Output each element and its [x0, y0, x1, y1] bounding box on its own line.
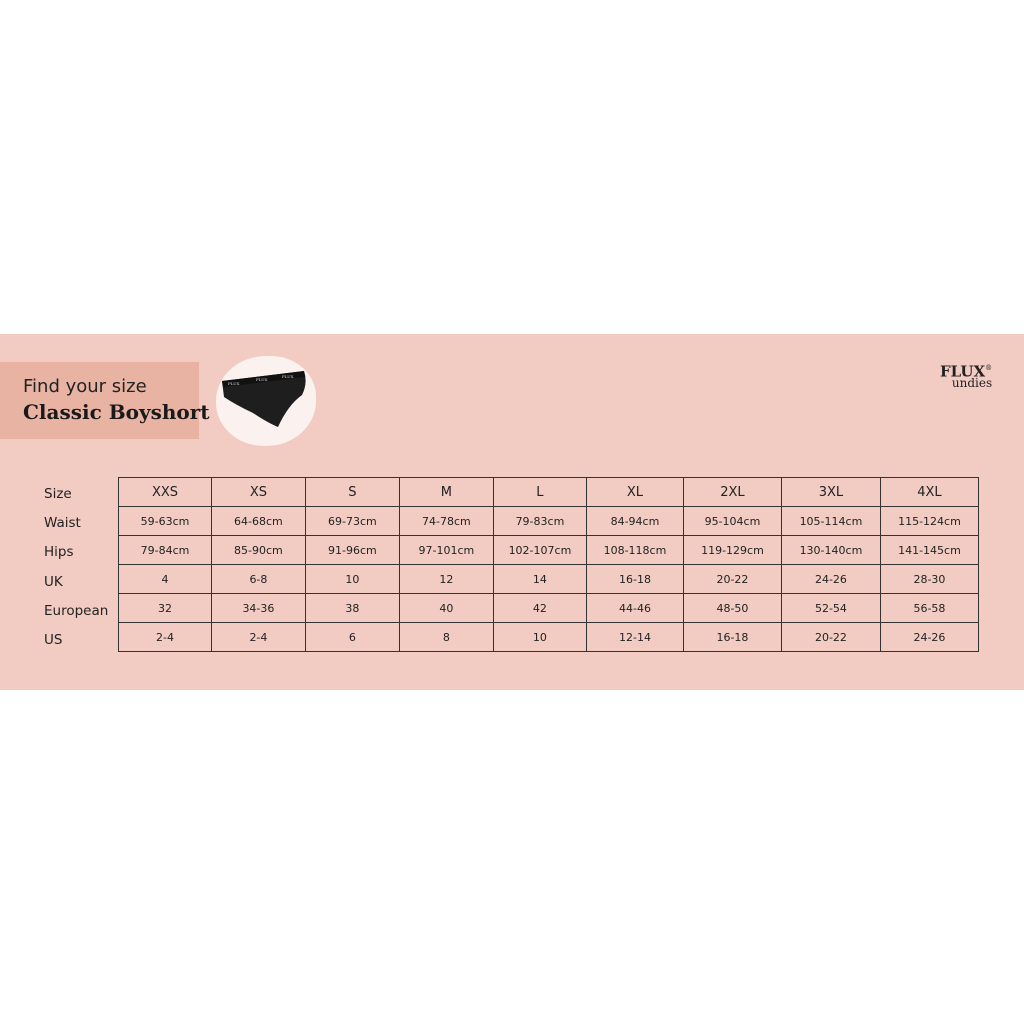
table-cell: 16-18: [585, 564, 684, 594]
table-cell: 52-54: [780, 593, 881, 623]
flux-undies-logo: FLUX® undies: [940, 362, 993, 391]
table-cell: 24-26: [879, 622, 980, 652]
table-cell: 64-68cm: [210, 506, 306, 536]
size-table: XXS XS S M L XL 2XL 3XL 4XL 59-63cm 64-68cm 69-73cm…: [118, 477, 980, 652]
title-box: [0, 362, 199, 439]
table-cell: 10: [304, 564, 400, 594]
table-cell: 28-30: [879, 564, 980, 594]
table-row: 32 34-36 38 40 42 44-46 48-50 52-54 56-58: [118, 593, 980, 623]
table-cell: 79-83cm: [492, 506, 587, 536]
table-cell: XXS: [118, 477, 212, 507]
row-label: Waist: [44, 515, 81, 532]
table-cell: 85-90cm: [210, 535, 306, 565]
row-label: Size: [44, 486, 72, 502]
table-cell: 59-63cm: [118, 506, 212, 536]
row-label: UK: [44, 573, 63, 590]
table-cell: 97-101cm: [398, 535, 494, 565]
table-cell: 24-26: [780, 564, 881, 594]
table-row: 2-4 2-4 6 8 10 12-14 16-18 20-22 24-26: [118, 622, 980, 652]
table-cell: 84-94cm: [585, 506, 684, 536]
table-cell: 16-18: [682, 622, 782, 652]
logo-subtext: undies: [951, 376, 993, 391]
table-cell: S: [304, 477, 400, 507]
table-row: XXS XS S M L XL 2XL 3XL 4XL: [118, 477, 980, 507]
boyshort-product-image: FLUX FLUX FLUX: [222, 371, 306, 427]
table-cell: 130-140cm: [780, 535, 881, 565]
table-cell: 108-118cm: [585, 535, 684, 565]
table-cell: 102-107cm: [492, 535, 587, 565]
table-cell: 6-8: [210, 564, 306, 594]
table-cell: 2-4: [118, 622, 212, 652]
row-label: European: [44, 602, 109, 619]
table-cell: 8: [398, 622, 494, 652]
table-cell: 44-46: [585, 593, 684, 623]
table-cell: 12-14: [585, 622, 684, 652]
row-labels: Size Waist Hips UK European US: [44, 477, 108, 652]
table-cell: 12: [398, 564, 494, 594]
table-cell: XS: [210, 477, 306, 507]
table-cell: 56-58: [879, 593, 980, 623]
logo-text: FLUX: [940, 362, 986, 381]
table-cell: 4XL: [879, 477, 980, 507]
table-cell: 2XL: [682, 477, 782, 507]
table-cell: 105-114cm: [780, 506, 881, 536]
table-cell: 14: [492, 564, 587, 594]
table-cell: 119-129cm: [682, 535, 782, 565]
table-cell: 95-104cm: [682, 506, 782, 536]
table-cell: 20-22: [780, 622, 881, 652]
table-cell: 69-73cm: [304, 506, 400, 536]
row-label: Hips: [44, 544, 74, 561]
table-cell: L: [492, 477, 587, 507]
table-cell: XL: [585, 477, 684, 507]
row-label: US: [44, 631, 63, 648]
table-cell: 3XL: [780, 477, 881, 507]
table-cell: M: [398, 477, 494, 507]
title-product: Classic Boyshort: [23, 400, 210, 424]
table-cell: 74-78cm: [398, 506, 494, 536]
table-cell: 38: [304, 593, 400, 623]
registered-mark: ®: [985, 364, 993, 372]
table-cell: 20-22: [682, 564, 782, 594]
table-cell: 32: [118, 593, 212, 623]
table-cell: 4: [118, 564, 212, 594]
table-cell: 48-50: [682, 593, 782, 623]
table-cell: 34-36: [210, 593, 306, 623]
table-cell: 10: [492, 622, 587, 652]
table-cell: 6: [304, 622, 400, 652]
table-cell: 40: [398, 593, 494, 623]
table-cell: 115-124cm: [879, 506, 980, 536]
svg-text:FLUX: FLUX: [282, 374, 294, 379]
svg-text:FLUX: FLUX: [256, 377, 268, 382]
table-row: 59-63cm 64-68cm 69-73cm 74-78cm 79-83cm 84-94…: [118, 506, 980, 536]
table-cell: 79-84cm: [118, 535, 212, 565]
table-cell: 141-145cm: [879, 535, 980, 565]
table-row: 79-84cm 85-90cm 91-96cm 97-101cm 102-107cm 10…: [118, 535, 980, 565]
table-row: 4 6-8 10 12 14 16-18 20-22 24-26 28-30: [118, 564, 980, 594]
svg-text:FLUX: FLUX: [228, 381, 240, 386]
table-cell: 91-96cm: [304, 535, 400, 565]
table-cell: 42: [492, 593, 587, 623]
table-cell: 2-4: [210, 622, 306, 652]
title-line1: Find your size: [23, 376, 147, 397]
